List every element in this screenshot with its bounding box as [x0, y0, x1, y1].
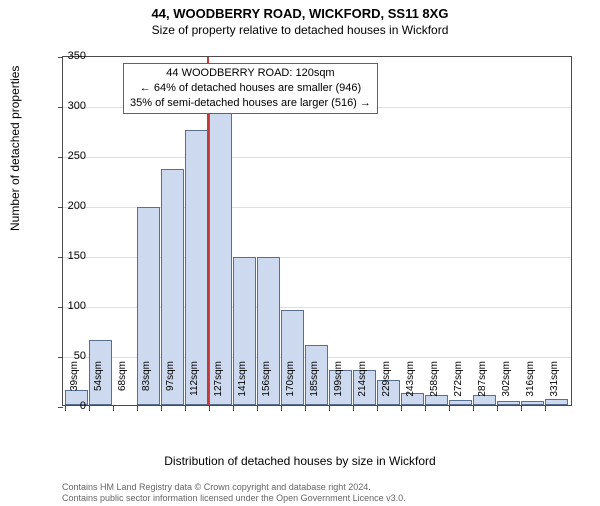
xtick-label: 229sqm	[381, 361, 392, 411]
xtick-mark	[89, 406, 90, 411]
xtick-label: 141sqm	[237, 361, 248, 411]
xtick-mark	[137, 406, 138, 411]
xtick-label: 97sqm	[165, 361, 176, 411]
plot-region: 39sqm54sqm68sqm83sqm97sqm112sqm127sqm141…	[62, 56, 572, 406]
xtick-mark	[545, 406, 546, 411]
chart-title-main: 44, WOODBERRY ROAD, WICKFORD, SS11 8XG	[0, 6, 600, 21]
xtick-mark	[425, 406, 426, 411]
xtick-label: 112sqm	[189, 361, 200, 411]
annotation-line1: 44 WOODBERRY ROAD: 120sqm	[130, 66, 371, 81]
xtick-label: 54sqm	[93, 361, 104, 411]
xtick-label: 287sqm	[477, 361, 488, 411]
xtick-label: 170sqm	[285, 361, 296, 411]
y-axis-label: Number of detached properties	[8, 66, 22, 231]
ytick-label: 0	[46, 400, 86, 412]
xtick-label: 316sqm	[525, 361, 536, 411]
xtick-mark	[449, 406, 450, 411]
footer-attribution: Contains HM Land Registry data © Crown c…	[62, 482, 406, 504]
xtick-mark	[113, 406, 114, 411]
xtick-label: 331sqm	[549, 361, 560, 411]
footer-line1: Contains HM Land Registry data © Crown c…	[62, 482, 406, 493]
chart-title-sub: Size of property relative to detached ho…	[0, 23, 600, 37]
xtick-mark	[209, 406, 210, 411]
xtick-label: 272sqm	[453, 361, 464, 411]
ytick-label: 200	[46, 200, 86, 212]
xtick-mark	[329, 406, 330, 411]
ytick-label: 350	[46, 50, 86, 62]
ytick-label: 100	[46, 300, 86, 312]
annotation-box: 44 WOODBERRY ROAD: 120sqm← 64% of detach…	[123, 63, 378, 114]
xtick-mark	[497, 406, 498, 411]
xtick-mark	[377, 406, 378, 411]
xtick-label: 156sqm	[261, 361, 272, 411]
xtick-mark	[233, 406, 234, 411]
xtick-mark	[353, 406, 354, 411]
ytick-label: 300	[46, 100, 86, 112]
ytick-label: 250	[46, 150, 86, 162]
chart-area: 39sqm54sqm68sqm83sqm97sqm112sqm127sqm141…	[62, 56, 572, 406]
xtick-mark	[521, 406, 522, 411]
annotation-line3: 35% of semi-detached houses are larger (…	[130, 96, 371, 111]
xtick-mark	[473, 406, 474, 411]
footer-line2: Contains public sector information licen…	[62, 493, 406, 504]
xtick-label: 68sqm	[117, 361, 128, 411]
xtick-label: 199sqm	[333, 361, 344, 411]
ytick-label: 150	[46, 250, 86, 262]
xtick-label: 214sqm	[357, 361, 368, 411]
xtick-mark	[161, 406, 162, 411]
xtick-label: 83sqm	[141, 361, 152, 411]
x-axis-label: Distribution of detached houses by size …	[0, 454, 600, 468]
xtick-mark	[401, 406, 402, 411]
xtick-mark	[305, 406, 306, 411]
xtick-mark	[257, 406, 258, 411]
xtick-label: 302sqm	[501, 361, 512, 411]
xtick-label: 185sqm	[309, 361, 320, 411]
xtick-label: 243sqm	[405, 361, 416, 411]
xtick-label: 258sqm	[429, 361, 440, 411]
xtick-mark	[185, 406, 186, 411]
gridline	[63, 157, 571, 158]
ytick-label: 50	[46, 350, 86, 362]
xtick-mark	[281, 406, 282, 411]
xtick-label: 127sqm	[213, 361, 224, 411]
annotation-line2: ← 64% of detached houses are smaller (94…	[130, 81, 371, 96]
